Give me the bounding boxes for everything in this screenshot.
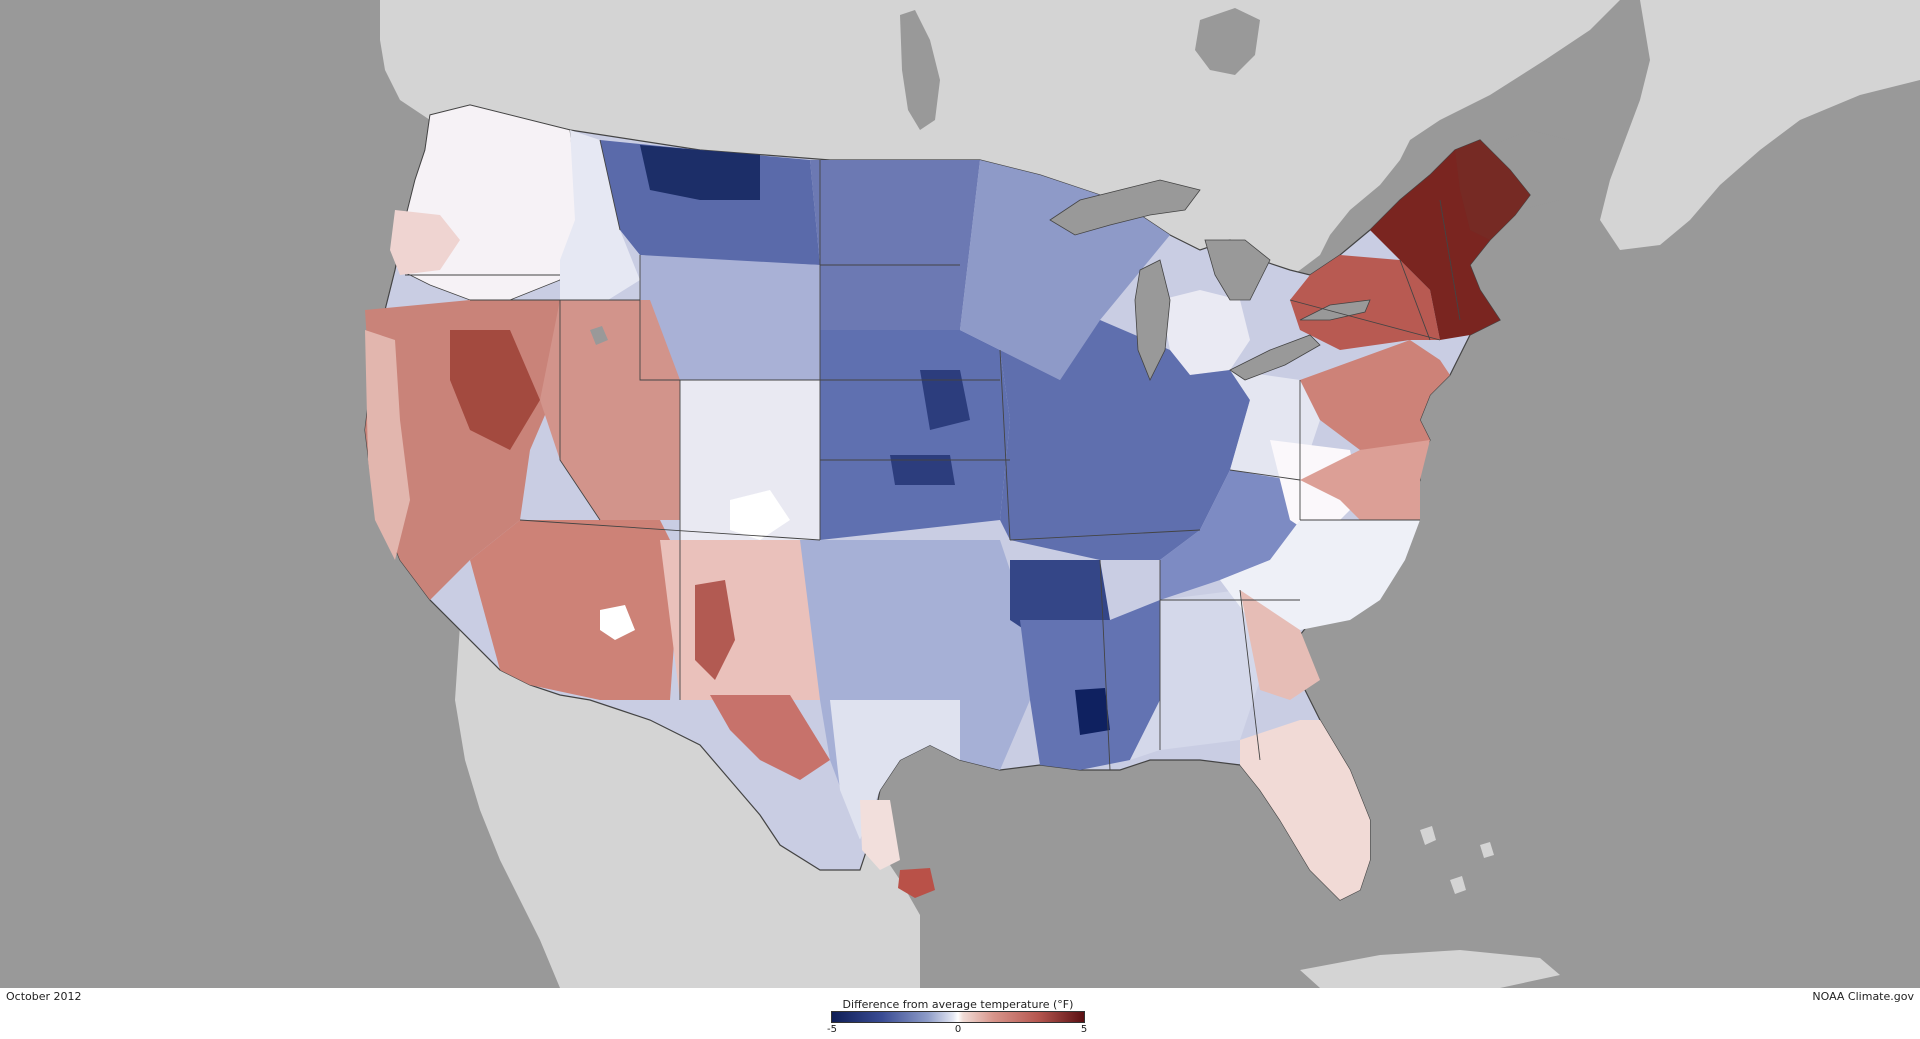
lake-erie — [1229, 334, 1321, 381]
border-line — [1289, 299, 1441, 341]
carolinas-region — [1220, 520, 1420, 630]
border-line — [519, 519, 821, 541]
lake-michigan — [1134, 259, 1171, 381]
oregon-coast-region — [390, 210, 460, 275]
michigan-lower-light — [1160, 290, 1250, 375]
nebraska-cold-core — [920, 370, 970, 430]
west-texas-warm — [710, 695, 830, 780]
map-legend: Difference from average temperature (°F)… — [827, 998, 1088, 1039]
border-line — [599, 139, 621, 231]
kansas-cold-core — [890, 455, 955, 485]
colorado-region — [680, 380, 820, 540]
great-salt-lake — [590, 326, 608, 345]
legend-title: Difference from average temperature (°F) — [842, 998, 1074, 1011]
map-date-label: October 2012 — [6, 990, 82, 1003]
border-line — [1009, 529, 1201, 541]
baja-california — [460, 625, 600, 950]
mid-atlantic-warm — [1300, 340, 1450, 450]
south-texas-pink — [860, 800, 900, 870]
kentucky-tennessee-region — [1160, 470, 1300, 600]
south-texas-tip-warm — [898, 868, 935, 898]
utah-region — [540, 300, 680, 520]
northeast-canada-land — [1600, 0, 1920, 250]
border-line — [1099, 559, 1111, 771]
border-line — [429, 599, 501, 671]
florida-region — [1240, 720, 1370, 900]
border-line — [1239, 589, 1261, 761]
georgia-warm-region — [1240, 590, 1320, 700]
cuba-landmass — [1300, 950, 1560, 988]
state-borders — [405, 139, 1461, 771]
border-line — [559, 300, 601, 521]
border-line — [999, 349, 1011, 541]
credit-label: NOAA Climate.gov — [1812, 990, 1914, 1003]
lake-superior — [1049, 179, 1201, 236]
lake-winnipeg-water — [900, 10, 940, 130]
wyoming-region — [640, 255, 820, 380]
lake-huron — [1204, 239, 1271, 301]
map-footer: October 2012 Difference from average tem… — [0, 988, 1920, 1039]
idaho-region — [560, 130, 640, 305]
legend-max-label: 5 — [1080, 1024, 1088, 1035]
arizona-white-patch — [600, 605, 635, 640]
legend-mid-label: 0 — [954, 1024, 962, 1035]
dakotas-region — [810, 160, 980, 330]
border-line — [1399, 259, 1431, 341]
border-line — [1229, 469, 1301, 481]
virginia-warm-region — [1300, 440, 1430, 520]
new-mexico-warm-core — [695, 580, 735, 680]
northern-montana-cold — [640, 145, 760, 200]
temperature-anomaly-map — [364, 0, 1920, 988]
alabama-georgia-light — [1130, 590, 1260, 760]
border-line — [1439, 199, 1461, 321]
legend-min-label: -5 — [827, 1024, 837, 1035]
louisiana-mississippi-region — [1020, 600, 1160, 770]
midwest-cold-region — [1000, 320, 1250, 560]
nevada-hot-core — [450, 330, 540, 450]
arizona-region — [470, 520, 680, 700]
colorado-white-patch — [730, 490, 790, 540]
central-plains-cold — [820, 330, 1010, 540]
maine-hot — [1455, 140, 1530, 240]
legend-color-bar — [831, 1011, 1085, 1023]
hudson-bay-water — [1195, 8, 1260, 75]
california-coast-warm — [365, 330, 410, 560]
mississippi-cold-core — [1075, 688, 1110, 735]
new-mexico-region — [660, 540, 820, 700]
bahamas-islands — [1420, 826, 1494, 894]
map-area — [0, 0, 1920, 988]
lake-ontario — [1299, 299, 1371, 321]
